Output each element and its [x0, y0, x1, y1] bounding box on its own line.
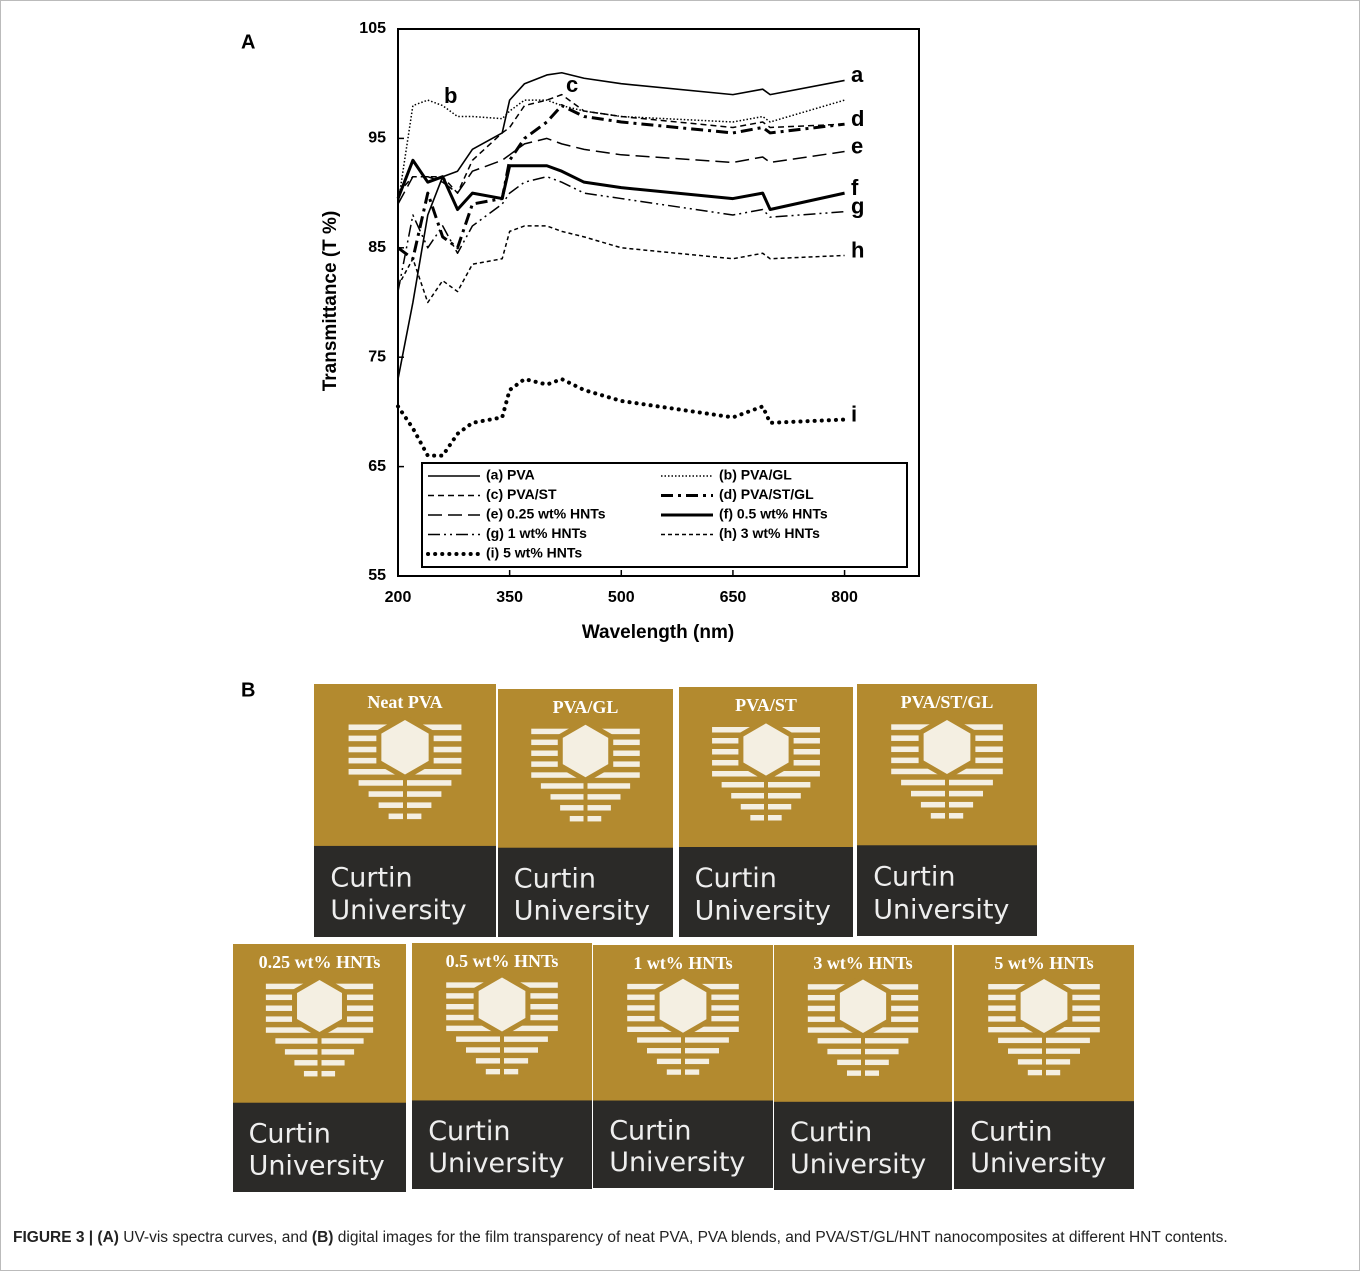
series-label: i: [851, 401, 857, 426]
legend-label: (h) 3 wt% HNTs: [719, 525, 820, 541]
legend-label: (b) PVA/GL: [719, 467, 792, 483]
y-axis-label: Transmittance (T %): [320, 211, 341, 392]
logo-text: Curtin: [695, 863, 777, 894]
legend-label: (d) PVA/ST/GL: [719, 486, 814, 502]
y-tick-label: 55: [368, 567, 386, 584]
series-line: [398, 160, 845, 209]
series-line: [398, 138, 845, 204]
logo-text: University: [428, 1148, 564, 1179]
film-label: 0.25 wt% HNTs: [259, 952, 381, 972]
logo-text: Curtin: [873, 862, 955, 893]
figure: A B 55 65 75 85 95 105 200 350 500 650 800 Waveleng…: [0, 0, 1360, 1271]
caption-text: UV-vis spectra curves, and: [119, 1229, 312, 1246]
series-line: [398, 73, 845, 379]
logo-text: Curtin: [609, 1116, 691, 1147]
logo-text: University: [695, 896, 831, 927]
logo-text: Curtin: [330, 862, 412, 893]
x-tick-label: 200: [385, 589, 412, 606]
x-axis-label: Wavelength (nm): [582, 622, 734, 643]
film-label: Neat PVA: [367, 692, 442, 712]
y-tick-label: 75: [368, 348, 386, 365]
film-label: PVA/ST/GL: [901, 692, 994, 712]
y-tick-label: 95: [368, 130, 386, 147]
series-line: [398, 95, 845, 193]
film-label: PVA/GL: [553, 697, 619, 717]
series-label: b: [444, 83, 457, 108]
x-tick-label: 350: [496, 589, 523, 606]
film-label: 3 wt% HNTs: [813, 953, 912, 973]
film-label: 0.5 wt% HNTs: [446, 951, 559, 971]
caption-text: FIGURE 3 | (A): [13, 1229, 119, 1246]
x-tick-label: 800: [831, 589, 858, 606]
logo-text: University: [970, 1148, 1106, 1179]
logo-text: University: [330, 895, 466, 926]
legend-label: (i) 5 wt% HNTs: [486, 545, 582, 561]
logo-text: University: [249, 1151, 385, 1182]
series-label: e: [851, 133, 863, 158]
logo-text: University: [790, 1149, 926, 1180]
legend-label: (e) 0.25 wt% HNTs: [486, 506, 606, 522]
legend-label: (c) PVA/ST: [486, 486, 557, 502]
film-label: 1 wt% HNTs: [633, 953, 732, 973]
panel-label: A: [241, 31, 255, 53]
logo-text: University: [514, 896, 650, 927]
series-label: g: [851, 194, 864, 219]
caption-text: digital images for the film transparency…: [333, 1229, 1227, 1246]
series-line: [398, 177, 845, 292]
series-label: c: [566, 72, 578, 97]
y-tick-label: 85: [368, 239, 386, 256]
figure-graphics: A B 55 65 75 85 95 105 200 350 500 650 800 Waveleng…: [1, 1, 1359, 1223]
logo-text: University: [873, 894, 1009, 925]
y-tick-label: 105: [359, 20, 386, 37]
logo-text: Curtin: [514, 863, 596, 894]
series-label: h: [851, 237, 864, 262]
film-label: 5 wt% HNTs: [994, 953, 1093, 973]
caption-text: (B): [312, 1229, 334, 1246]
series-line: [398, 379, 845, 456]
series-label: d: [851, 106, 864, 131]
logo-text: Curtin: [428, 1116, 510, 1147]
legend-label: (g) 1 wt% HNTs: [486, 525, 587, 541]
logo-text: University: [609, 1147, 745, 1178]
logo-text: Curtin: [249, 1118, 331, 1149]
y-tick-label: 65: [368, 458, 386, 475]
film-label: PVA/ST: [735, 695, 797, 715]
panel-label: B: [241, 679, 255, 701]
caption: FIGURE 3 | (A) UV-vis spectra curves, an…: [13, 1227, 1333, 1249]
series-line: [398, 226, 845, 303]
legend-label: (f) 0.5 wt% HNTs: [719, 506, 828, 522]
logo-text: Curtin: [970, 1116, 1052, 1147]
x-tick-label: 500: [608, 589, 635, 606]
x-tick-label: 650: [720, 589, 747, 606]
logo-text: Curtin: [790, 1117, 872, 1148]
legend-label: (a) PVA: [486, 467, 535, 483]
series-label: a: [851, 62, 864, 87]
